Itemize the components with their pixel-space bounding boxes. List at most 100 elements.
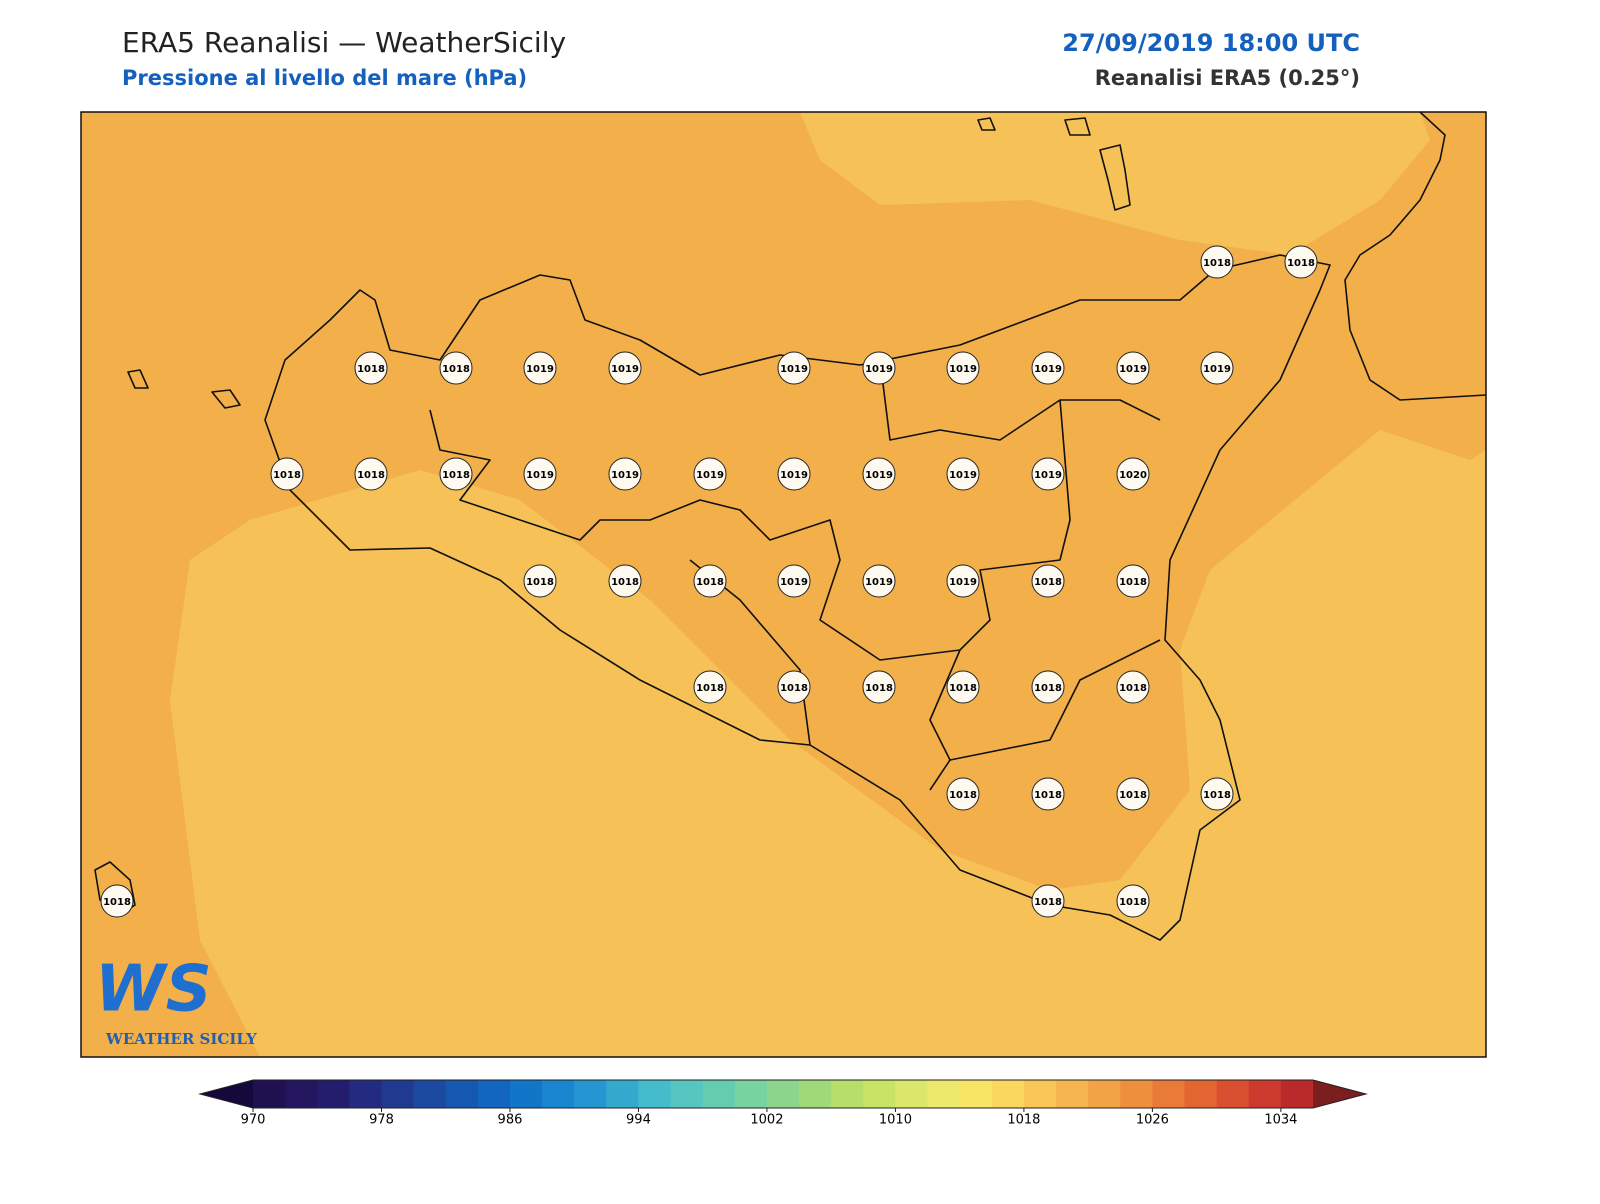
colorbar-tick-label: 1026 bbox=[1136, 1113, 1169, 1128]
colorbar-bin bbox=[1088, 1080, 1121, 1108]
station-value: 1019 bbox=[949, 577, 977, 588]
colorbar-bin bbox=[349, 1080, 382, 1108]
colorbar-tick-label: 1010 bbox=[879, 1113, 912, 1128]
station-marker bbox=[693, 670, 727, 704]
colorbar-bin bbox=[895, 1080, 929, 1108]
station-value: 1018 bbox=[1034, 577, 1062, 588]
colorbar-bin bbox=[638, 1080, 672, 1108]
logo: WS WEATHER SICILY bbox=[95, 953, 257, 1048]
station-marker bbox=[777, 457, 811, 491]
station-value: 1018 bbox=[357, 364, 385, 375]
station-value: 1018 bbox=[949, 790, 977, 801]
station-marker bbox=[946, 351, 980, 385]
station-marker bbox=[354, 457, 388, 491]
station-value: 1018 bbox=[780, 683, 808, 694]
station-value: 1018 bbox=[696, 577, 724, 588]
station-marker bbox=[1200, 777, 1234, 811]
station-value: 1018 bbox=[357, 470, 385, 481]
colorbar-under bbox=[200, 1080, 253, 1108]
station-marker bbox=[354, 351, 388, 385]
station-value: 1019 bbox=[780, 577, 808, 588]
station-marker bbox=[1116, 884, 1150, 918]
colorbar-bin bbox=[509, 1080, 543, 1108]
station-marker bbox=[862, 351, 896, 385]
datetime: 27/09/2019 18:00 UTC bbox=[1062, 29, 1360, 57]
colorbar-bin bbox=[1184, 1080, 1218, 1108]
station-value: 1018 bbox=[1203, 258, 1231, 269]
station-value: 1019 bbox=[949, 470, 977, 481]
colorbar-bin bbox=[799, 1080, 832, 1108]
station-marker bbox=[777, 351, 811, 385]
station-value: 1019 bbox=[1034, 364, 1062, 375]
province-border bbox=[429, 359, 1161, 791]
island bbox=[211, 389, 241, 409]
calabria-coast bbox=[1344, 111, 1487, 401]
station-marker bbox=[1200, 245, 1234, 279]
station-value: 1019 bbox=[780, 470, 808, 481]
station-marker bbox=[523, 457, 557, 491]
field-area bbox=[800, 112, 1430, 255]
island bbox=[977, 117, 996, 131]
station-value: 1019 bbox=[1203, 364, 1231, 375]
station-marker bbox=[1116, 564, 1150, 598]
station-marker bbox=[1116, 670, 1150, 704]
station-value: 1018 bbox=[103, 897, 131, 908]
colorbar-bin bbox=[766, 1080, 800, 1108]
colorbar-bin bbox=[670, 1080, 704, 1108]
station-value: 1019 bbox=[780, 364, 808, 375]
logo-name: WEATHER SICILY bbox=[105, 1030, 257, 1048]
colorbar-bin bbox=[542, 1080, 575, 1108]
colorbar-tick-label: 1034 bbox=[1264, 1113, 1297, 1128]
station-marker bbox=[693, 564, 727, 598]
colorbar-bin bbox=[1023, 1080, 1057, 1108]
station-marker bbox=[608, 564, 642, 598]
colorbar-bin bbox=[253, 1080, 286, 1108]
station-value: 1019 bbox=[865, 364, 893, 375]
title: ERA5 Reanalisi — WeatherSicily bbox=[122, 26, 566, 59]
station-value: 1018 bbox=[526, 577, 554, 588]
island bbox=[1064, 117, 1091, 136]
station-value: 1018 bbox=[611, 577, 639, 588]
station-marker bbox=[946, 457, 980, 491]
station-marker bbox=[439, 457, 473, 491]
station-value: 1019 bbox=[1119, 364, 1147, 375]
island bbox=[94, 861, 136, 916]
station-value: 1018 bbox=[865, 683, 893, 694]
island bbox=[1099, 144, 1131, 211]
station-marker bbox=[523, 351, 557, 385]
colorbar-tick-label: 994 bbox=[626, 1113, 651, 1128]
station-marker bbox=[608, 457, 642, 491]
colorbar-bin bbox=[606, 1080, 639, 1108]
colorbar-bin bbox=[991, 1080, 1025, 1108]
station-marker bbox=[1284, 245, 1318, 279]
station-value: 1018 bbox=[696, 683, 724, 694]
colorbar-tick-label: 970 bbox=[241, 1113, 266, 1128]
colorbar-tick-label: 1018 bbox=[1007, 1113, 1040, 1128]
colorbar-bin bbox=[1152, 1080, 1186, 1108]
station-marker bbox=[270, 457, 304, 491]
station-value: 1018 bbox=[1034, 790, 1062, 801]
station-value: 1018 bbox=[1034, 683, 1062, 694]
station-value: 1020 bbox=[1119, 470, 1147, 481]
colorbar-bin bbox=[734, 1080, 768, 1108]
station-marker bbox=[862, 670, 896, 704]
station-marker bbox=[523, 564, 557, 598]
logo-mark: WS bbox=[95, 953, 212, 1027]
station-value: 1019 bbox=[611, 470, 639, 481]
map bbox=[80, 111, 1487, 1058]
colorbar-bin bbox=[445, 1080, 479, 1108]
source: Reanalisi ERA5 (0.25°) bbox=[1095, 66, 1360, 90]
station-value: 1019 bbox=[696, 470, 724, 481]
subtitle: Pressione al livello del mare (hPa) bbox=[122, 66, 527, 90]
colorbar-bin bbox=[1056, 1080, 1089, 1108]
station-marker bbox=[946, 670, 980, 704]
station-marker bbox=[100, 884, 134, 918]
colorbar-bin bbox=[285, 1080, 318, 1108]
station-marker bbox=[1116, 457, 1150, 491]
colorbar-bin bbox=[831, 1080, 864, 1108]
station-marker bbox=[1031, 777, 1065, 811]
colorbar-bin bbox=[413, 1080, 447, 1108]
stations: 1018 1018 1018 1018 1019 1019 1019 1019 1019 1019… bbox=[100, 245, 1318, 918]
colorbar-bin bbox=[1120, 1080, 1153, 1108]
